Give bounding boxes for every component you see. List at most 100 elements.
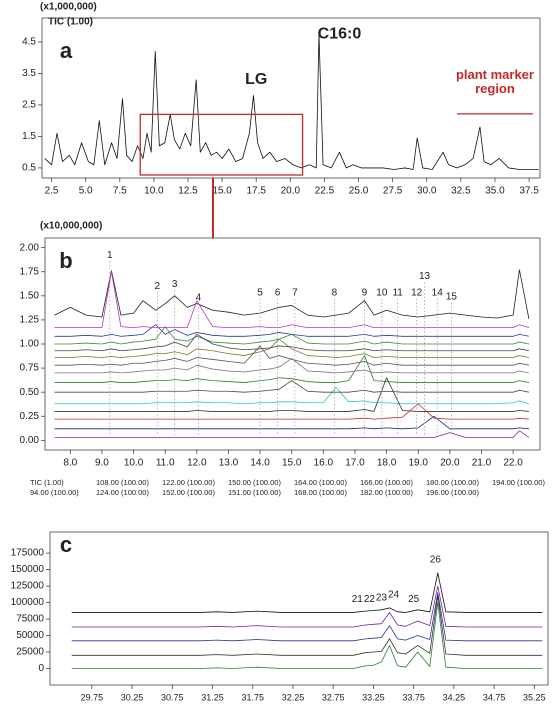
y-tick-label: 4.5: [22, 37, 36, 48]
y-tick-label: 25000: [16, 647, 44, 658]
x-tick-label: 32.5: [451, 186, 471, 197]
x-tick-label: 14.0: [250, 458, 270, 469]
annotation: 23: [376, 593, 388, 604]
x-tick-label: 32.25: [282, 692, 305, 702]
zoom-box: [139, 113, 304, 176]
trace: [54, 430, 530, 438]
annotation: plant marker region: [455, 67, 534, 97]
x-tick-label: 34.25: [443, 692, 466, 702]
annotation: 21: [352, 594, 364, 605]
trace: [54, 415, 529, 430]
legend-entry: 124.00 (100.00): [96, 488, 149, 497]
x-tick-label: 27.5: [383, 186, 403, 197]
annotation: 12: [411, 288, 423, 299]
x-tick-label: 30.25: [121, 692, 144, 702]
legend-entry: 151.00 (100.00): [228, 488, 281, 497]
trace: [54, 380, 530, 393]
panel-label: b: [59, 248, 72, 273]
x-tick-label: 31.75: [241, 692, 264, 702]
series-name: TIC (1.00): [48, 17, 93, 28]
legend-entry: 166.00 (100.00): [360, 478, 413, 487]
y-tick-label: 0.75: [20, 363, 40, 374]
axis-unit: (x10,000,000): [40, 221, 102, 232]
trace: [54, 355, 530, 383]
legend-entry: TIC (1.00): [30, 478, 64, 487]
x-tick-label: 29.75: [81, 692, 104, 702]
x-tick-label: 17.0: [345, 458, 365, 469]
x-tick-label: 11.0: [156, 458, 175, 469]
y-tick-label: 1.75: [20, 266, 40, 277]
annotation: LG: [245, 71, 267, 88]
trace: [54, 338, 530, 358]
x-tick-label: 21.0: [472, 458, 492, 469]
annotation: 10: [376, 288, 388, 299]
x-tick-label: 17.5: [246, 186, 266, 197]
x-tick-label: 34.75: [483, 692, 506, 702]
x-tick-label: 12.5: [178, 186, 198, 197]
trace: [54, 358, 530, 374]
plot-frame: [49, 531, 549, 686]
x-tick-label: 33.25: [362, 692, 385, 702]
legend-entry: 108.00 (100.00): [96, 478, 149, 487]
x-tick-label: 10.0: [124, 458, 144, 469]
legend-entry: 152.00 (100.00): [162, 488, 215, 497]
annotation-box: plant marker region: [455, 67, 534, 97]
y-tick-label: 0: [38, 663, 44, 674]
legend-entry: 182.00 (100.00): [360, 488, 413, 497]
annotation: 22: [364, 594, 376, 605]
annotation: 26: [430, 554, 442, 565]
trace: [54, 377, 529, 412]
y-tick-label: 0.00: [20, 435, 40, 446]
trace: [71, 572, 543, 613]
trace: [54, 386, 530, 405]
x-tick-label: 10.0: [144, 186, 164, 197]
panel-label: a: [60, 38, 73, 63]
y-tick-label: 3.5: [22, 68, 36, 79]
annotation: 6: [275, 288, 281, 299]
legend-entry: 196.00 (100.00): [426, 488, 479, 497]
x-tick-label: 7.5: [113, 186, 127, 197]
panel-label: c: [60, 532, 72, 557]
x-tick-label: 13.0: [219, 458, 239, 469]
y-tick-label: 1.50: [20, 290, 40, 301]
annotation: 24: [388, 589, 400, 600]
x-tick-label: 35.25: [523, 692, 546, 702]
trace: [71, 585, 543, 628]
y-tick-label: 1.00: [20, 339, 40, 350]
annotation: 5: [257, 288, 263, 299]
x-tick-label: 16.0: [314, 458, 334, 469]
x-tick-label: 8.0: [63, 458, 77, 469]
legend-entry: 164.00 (100.00): [294, 478, 347, 487]
legend-entry: 122.00 (100.00): [162, 478, 215, 487]
annotation: 13: [419, 271, 431, 282]
legend-entry: 94.00 (100.00): [30, 488, 79, 497]
x-tick-label: 25.0: [349, 186, 369, 197]
annotation: 15: [446, 291, 458, 302]
x-tick-label: 30.0: [417, 186, 437, 197]
y-tick-label: 2.5: [22, 100, 36, 111]
trace: [54, 333, 530, 352]
x-tick-label: 33.75: [402, 692, 425, 702]
annotation: 25: [408, 594, 420, 605]
legend-entry: 180.00 (100.00): [426, 478, 479, 487]
legend-entry: 150.00 (100.00): [228, 478, 281, 487]
trace: [71, 602, 543, 669]
x-tick-label: 15.0: [212, 186, 232, 197]
x-tick-label: 15.0: [282, 458, 302, 469]
x-tick-label: 9.0: [95, 458, 109, 469]
trace: [54, 403, 529, 420]
legend-entry: 168.00 (100.00): [294, 488, 347, 497]
y-tick-label: 50000: [16, 630, 44, 641]
axis-unit: (x1,000,000): [40, 2, 97, 13]
x-tick-label: 22.5: [315, 186, 335, 197]
x-tick-label: 37.5: [519, 186, 539, 197]
y-tick-label: 0.25: [20, 411, 40, 422]
annotation: 8: [332, 288, 338, 299]
plot-frame: [41, 17, 541, 179]
trace: [54, 271, 530, 329]
y-tick-label: 150000: [11, 564, 45, 575]
x-tick-label: 20.0: [440, 458, 460, 469]
